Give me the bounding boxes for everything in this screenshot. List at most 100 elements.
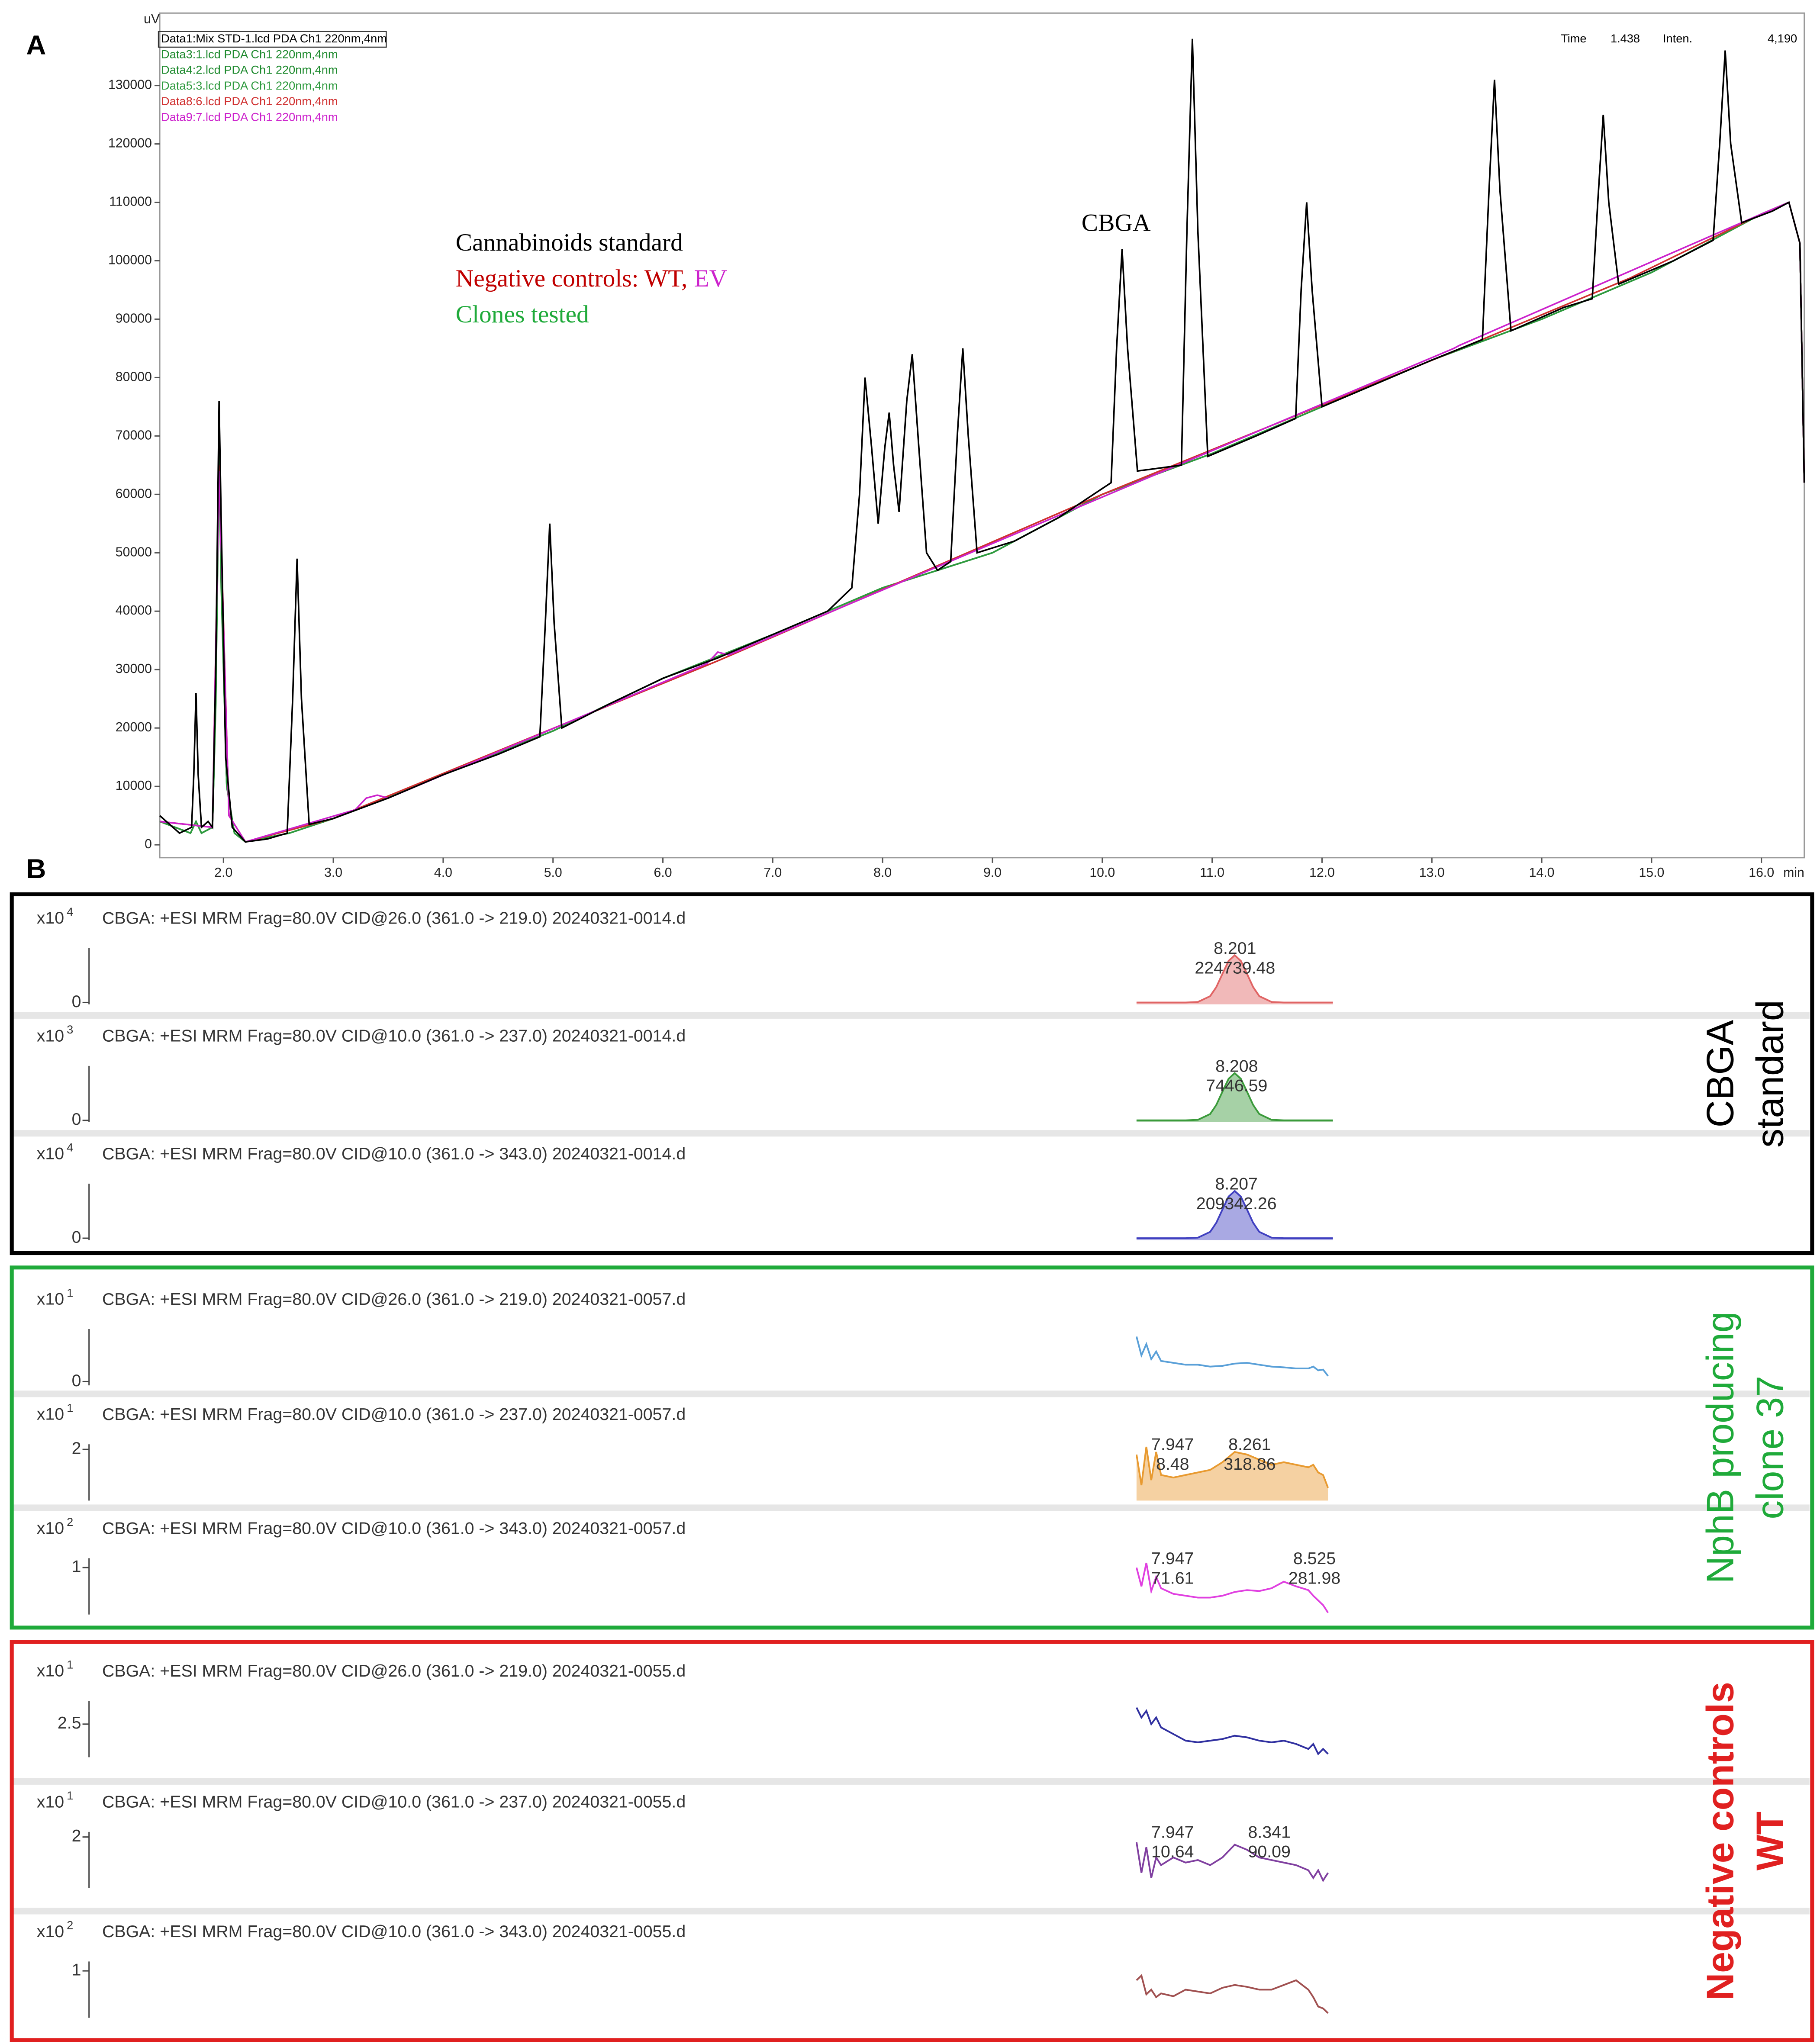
x-tick-label: 14.0: [1529, 866, 1555, 880]
scale-label: x10 1: [37, 1401, 74, 1424]
x-tick-label: 9.0: [983, 866, 1002, 880]
peak-rt: 8.341: [1248, 1822, 1291, 1841]
scale-exponent: 3: [67, 1023, 73, 1036]
y-tick-label: 40000: [116, 603, 152, 618]
scale-label: x10 4: [37, 905, 74, 927]
peak-area: 10.64: [1151, 1842, 1194, 1861]
annotation: Cannabinoids standard: [456, 229, 683, 256]
scale-base: x10: [37, 1922, 64, 1941]
peak-label: CBGA: [1082, 209, 1151, 237]
scale-label: x10 4: [37, 1141, 74, 1163]
trace: [1136, 1974, 1329, 2014]
legend-entry: Data4:2.lcd PDA Ch1 220nm,4nm: [161, 63, 338, 77]
scale-label: x10 2: [37, 1515, 74, 1538]
trace-fill: [1136, 1447, 1328, 1501]
peak-area: 71.61: [1151, 1568, 1194, 1587]
y-tick-label: 110000: [109, 195, 152, 209]
group-label: WT: [1749, 1812, 1791, 1870]
y-tick-label: 0: [145, 837, 152, 851]
peak-area: 224739.48: [1195, 958, 1275, 977]
scale-exponent: 2: [67, 1918, 73, 1932]
legend-entry: Data9:7.lcd PDA Ch1 220nm,4nm: [161, 110, 338, 123]
group-box: [10, 1640, 1814, 2042]
annotation-part: Clones tested: [456, 301, 589, 328]
scale-exponent: 1: [67, 1286, 73, 1300]
x-unit: min: [1783, 866, 1804, 880]
peak-rt: 8.261: [1228, 1435, 1271, 1454]
trace: [1135, 1562, 1329, 1613]
panel-separator: [13, 1778, 1810, 1785]
scale-label: x10 1: [37, 1286, 74, 1309]
peak-rt: 7.947: [1151, 1822, 1194, 1841]
scale-exponent: 1: [67, 1789, 73, 1802]
peak-rt: 8.525: [1293, 1549, 1336, 1568]
scale-base: x10: [37, 1290, 64, 1309]
y-tick-label: 100000: [108, 253, 152, 267]
group-label: CBGA: [1699, 1020, 1741, 1127]
peak-area: 281.98: [1288, 1568, 1340, 1587]
panel-title: CBGA: +ESI MRM Frag=80.0V CID@10.0 (361.…: [102, 1519, 686, 1538]
group-box: [10, 892, 1814, 1255]
y-unit: uV: [144, 12, 160, 26]
trace: [1136, 1190, 1333, 1239]
readout: Time: [1561, 32, 1586, 45]
panel-separator: [13, 1504, 1810, 1511]
y-tick-label: 130000: [108, 78, 152, 92]
panel-label: A: [26, 30, 46, 61]
x-tick-label: 16.0: [1749, 866, 1774, 880]
trace: [1135, 1446, 1329, 1488]
trace-fill: [1136, 1191, 1333, 1240]
annotation-part: Negative controls: WT,: [456, 265, 688, 292]
x-tick-label: 3.0: [324, 866, 342, 880]
y-tick-label: 0: [72, 1371, 81, 1390]
panel-title: CBGA: +ESI MRM Frag=80.0V CID@10.0 (361.…: [102, 1144, 686, 1163]
plot-area: [159, 12, 1805, 859]
peak-rt: 8.201: [1214, 939, 1256, 958]
legend-entry: Data8:6.lcd PDA Ch1 220nm,4nm: [161, 94, 338, 108]
readout: 4,190: [1768, 32, 1797, 45]
legend-entry: Data3:1.lcd PDA Ch1 220nm,4nm: [161, 47, 338, 61]
group-label: clone 37: [1749, 1376, 1791, 1519]
trace-fill: [1136, 955, 1333, 1004]
y-tick-label: 80000: [116, 370, 152, 384]
trace: [159, 201, 1805, 843]
y-tick-label: 60000: [116, 486, 152, 501]
readout: Inten.: [1663, 32, 1692, 45]
y-tick-label: 2.5: [58, 1713, 81, 1732]
y-tick-label: 0: [72, 1110, 81, 1129]
scale-exponent: 4: [67, 1141, 73, 1154]
peak-rt: 8.207: [1215, 1175, 1258, 1194]
panel-title: CBGA: +ESI MRM Frag=80.0V CID@26.0 (361.…: [102, 1290, 686, 1309]
y-tick-label: 90000: [116, 311, 152, 325]
y-tick-label: 70000: [116, 428, 152, 442]
group-label: Negative controls: [1699, 1682, 1741, 2000]
x-tick-label: 12.0: [1309, 866, 1335, 880]
x-tick-label: 13.0: [1419, 866, 1445, 880]
panel-title: CBGA: +ESI MRM Frag=80.0V CID@26.0 (361.…: [102, 1661, 686, 1680]
x-tick-label: 8.0: [873, 866, 892, 880]
scale-exponent: 1: [67, 1658, 73, 1671]
legend-entry: Data5:3.lcd PDA Ch1 220nm,4nm: [161, 79, 338, 92]
panel-separator: [13, 1391, 1810, 1397]
trace: [1136, 1707, 1329, 1756]
scale-exponent: 4: [67, 905, 73, 918]
panel-title: CBGA: +ESI MRM Frag=80.0V CID@10.0 (361.…: [102, 1922, 686, 1941]
scale-base: x10: [37, 1519, 64, 1538]
scale-base: x10: [37, 1793, 64, 1812]
scale-base: x10: [37, 1661, 64, 1680]
y-tick-label: 10000: [116, 779, 152, 793]
x-tick-label: 4.0: [434, 866, 452, 880]
x-tick-label: 11.0: [1200, 866, 1224, 880]
group-label: NphB producing: [1699, 1311, 1741, 1584]
annotation: Clones tested: [456, 301, 589, 328]
trace-fill: [1136, 1073, 1333, 1122]
y-tick-label: 20000: [116, 720, 152, 734]
y-tick-label: 120000: [108, 136, 152, 151]
scale-base: x10: [37, 908, 64, 927]
y-tick-label: 0: [72, 1227, 81, 1246]
panel-title: CBGA: +ESI MRM Frag=80.0V CID@26.0 (361.…: [102, 908, 686, 927]
legend-entry: Data1:Mix STD-1.lcd PDA Ch1 220nm,4nm: [161, 32, 387, 45]
peak-rt: 7.947: [1151, 1549, 1194, 1568]
y-tick-label: 0: [72, 992, 81, 1011]
scale-label: x10 3: [37, 1023, 74, 1045]
